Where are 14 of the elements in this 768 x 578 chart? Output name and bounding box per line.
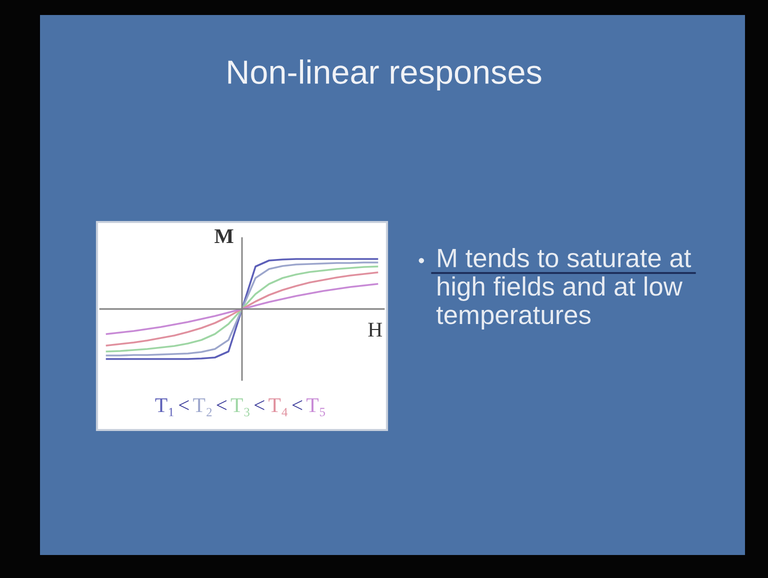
text: • <box>418 258 424 264</box>
text: T₄ <box>268 398 288 416</box>
text: T₂ <box>193 398 212 416</box>
series-label: T₁ <box>155 398 174 416</box>
text: M tends to saturate at high fields and at low temperatures <box>436 248 692 330</box>
text: < <box>216 400 226 410</box>
text: < <box>179 400 189 410</box>
text: < <box>254 400 264 410</box>
text: T₃ <box>230 398 250 416</box>
x-axis-title: H <box>368 322 382 337</box>
text: < <box>292 400 302 410</box>
text: T₅ <box>306 398 325 416</box>
y-axis-title: M <box>214 229 234 244</box>
chart-title: Non-linear responses <box>228 59 542 91</box>
